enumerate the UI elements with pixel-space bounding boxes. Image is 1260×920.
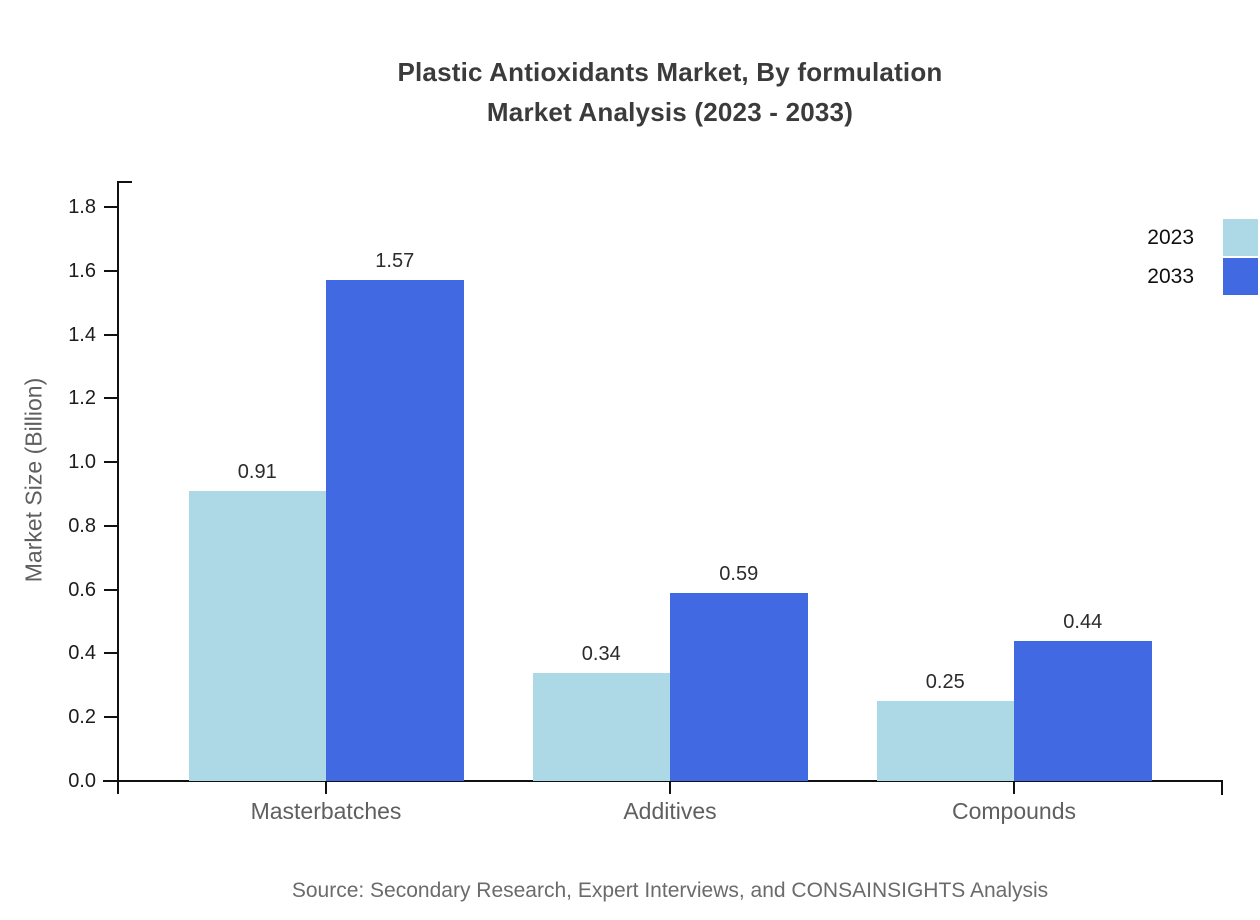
bar-value-label: 1.57 bbox=[375, 250, 415, 273]
bar-value-label: 0.34 bbox=[581, 642, 621, 665]
y-axis-tick bbox=[104, 652, 118, 655]
legend-swatch-icon bbox=[1223, 219, 1258, 256]
x-axis-tick bbox=[1013, 781, 1015, 794]
y-axis-tick-label: 1.2 bbox=[68, 387, 96, 410]
x-axis-line bbox=[103, 780, 1223, 782]
y-axis-tick bbox=[104, 524, 118, 527]
legend-item-2033: 2033 bbox=[1040, 258, 1260, 295]
y-axis-line bbox=[117, 181, 119, 794]
y-axis-tick bbox=[104, 269, 118, 272]
legend-label: 2033 bbox=[1147, 265, 1194, 288]
legend-swatch-icon bbox=[1223, 258, 1258, 295]
y-axis-tick-label: 0.0 bbox=[68, 770, 96, 792]
source-note: Source: Secondary Research, Expert Inter… bbox=[291, 879, 1049, 902]
y-axis-tick bbox=[104, 461, 118, 464]
chart-title: Plastic Antioxidants Market, By formulat… bbox=[80, 52, 1260, 132]
bar-value-label: 0.44 bbox=[1063, 610, 1103, 633]
category-label: Masterbatches bbox=[250, 798, 402, 824]
x-axis-right-cap bbox=[1221, 780, 1223, 795]
y-axis-tick bbox=[104, 588, 118, 591]
y-axis-tick-label: 0.2 bbox=[68, 706, 96, 729]
chart-title-line1: Plastic Antioxidants Market, By formulat… bbox=[397, 57, 943, 87]
bar-2023-masterbatches bbox=[188, 490, 326, 781]
bar-2033-masterbatches bbox=[326, 280, 464, 781]
y-axis-tick bbox=[104, 716, 118, 719]
chart-title-line2: Market Analysis (2023 - 2033) bbox=[486, 97, 854, 127]
bar-value-label: 0.59 bbox=[719, 562, 759, 585]
y-axis-tick-label: 0.8 bbox=[68, 514, 96, 537]
y-axis-tick-label: 0.6 bbox=[68, 578, 96, 601]
y-axis-tick bbox=[104, 397, 118, 400]
y-axis-tick bbox=[104, 206, 118, 208]
y-axis-tick bbox=[104, 780, 118, 782]
x-axis-tick bbox=[325, 781, 327, 794]
bar-2023-additives bbox=[532, 672, 670, 781]
category-label: Additives bbox=[623, 798, 717, 824]
y-axis-tick-label: 1.0 bbox=[68, 451, 96, 474]
y-axis-top-cap bbox=[117, 181, 132, 183]
x-axis-tick bbox=[669, 781, 671, 794]
y-axis-tick-label: 1.4 bbox=[68, 323, 96, 346]
bar-value-label: 0.25 bbox=[925, 671, 965, 694]
category-label: Compounds bbox=[951, 798, 1077, 824]
y-axis-tick-label: 0.4 bbox=[68, 642, 96, 665]
y-axis-tick-label: 1.6 bbox=[68, 259, 96, 282]
y-axis-tick-label: 1.8 bbox=[68, 196, 96, 218]
bar-2033-additives bbox=[670, 592, 808, 781]
y-axis-tick bbox=[104, 333, 118, 336]
legend-item-2023: 2023 bbox=[1040, 219, 1260, 256]
bar-2023-compounds bbox=[876, 701, 1014, 781]
legend-label: 2023 bbox=[1147, 226, 1194, 249]
bar-2033-compounds bbox=[1014, 640, 1152, 781]
bar-value-label: 0.91 bbox=[237, 460, 277, 483]
